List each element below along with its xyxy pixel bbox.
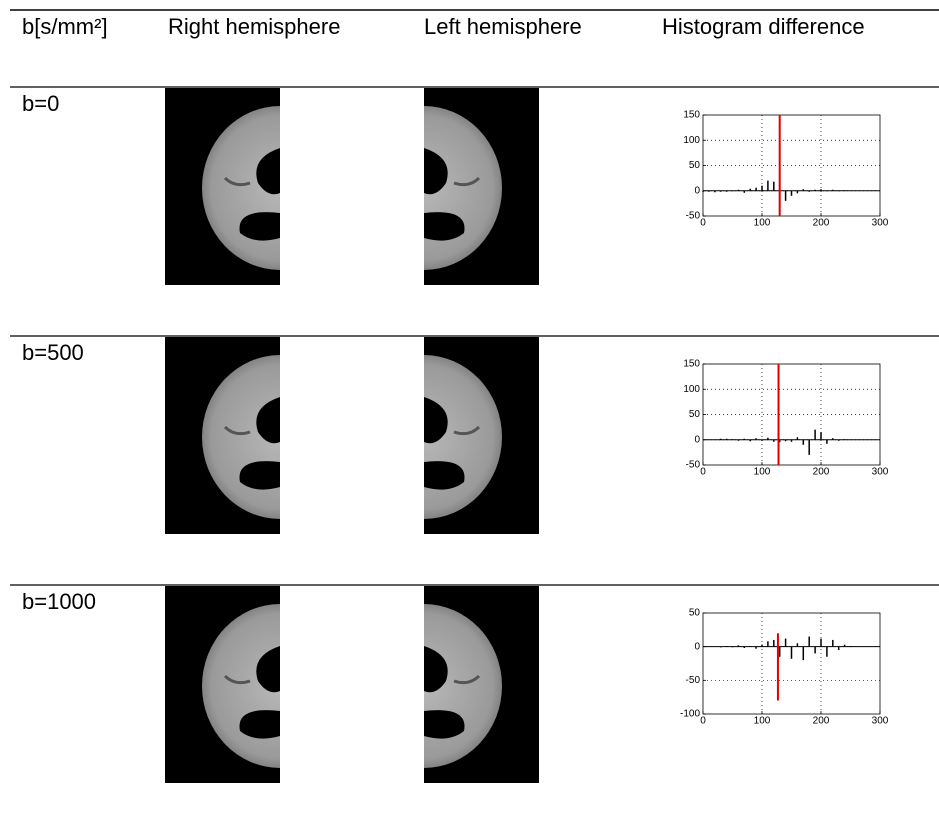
column-header: Right hemisphere bbox=[168, 14, 340, 39]
brain bbox=[424, 106, 502, 270]
y-tick-label: 50 bbox=[689, 160, 701, 171]
y-tick-label: 150 bbox=[683, 359, 700, 370]
row-label: b=1000 bbox=[22, 589, 96, 614]
x-tick-label: 0 bbox=[700, 467, 706, 478]
x-tick-label: 200 bbox=[813, 218, 830, 229]
y-tick-label: -50 bbox=[686, 211, 701, 222]
y-tick-label: 0 bbox=[694, 434, 700, 445]
ventricle bbox=[239, 461, 280, 490]
left-hemisphere-image bbox=[424, 337, 539, 534]
left-hemisphere-image bbox=[424, 586, 539, 783]
right-hemisphere-image bbox=[165, 337, 280, 534]
x-tick-label: 300 bbox=[872, 716, 889, 727]
sulcus bbox=[223, 425, 251, 436]
y-tick-label: 100 bbox=[683, 135, 700, 146]
sulcus bbox=[223, 176, 251, 187]
ventricle bbox=[424, 148, 448, 195]
column-header: Histogram difference bbox=[662, 14, 865, 39]
x-tick-label: 100 bbox=[754, 218, 771, 229]
sulcus bbox=[453, 425, 481, 436]
x-tick-label: 0 bbox=[700, 218, 706, 229]
ventricle bbox=[424, 212, 465, 241]
column-header: Left hemisphere bbox=[424, 14, 582, 39]
row-label: b=500 bbox=[22, 340, 84, 365]
ventricle bbox=[424, 461, 465, 490]
ventricle bbox=[424, 397, 448, 444]
brain bbox=[202, 355, 280, 519]
y-tick-label: 0 bbox=[694, 185, 700, 196]
right-hemisphere-image bbox=[165, 88, 280, 285]
y-tick-label: 100 bbox=[683, 384, 700, 395]
y-tick-label: -50 bbox=[686, 460, 701, 471]
plot-area bbox=[702, 612, 881, 715]
ventricle bbox=[239, 212, 280, 241]
x-tick-label: 100 bbox=[754, 467, 771, 478]
ventricle bbox=[424, 646, 448, 693]
y-tick-label: 50 bbox=[689, 608, 701, 619]
y-tick-label: 150 bbox=[683, 110, 700, 121]
y-tick-label: -50 bbox=[686, 675, 701, 686]
brain bbox=[202, 604, 280, 768]
x-tick-label: 100 bbox=[754, 716, 771, 727]
x-tick-label: 300 bbox=[872, 218, 889, 229]
brain bbox=[202, 106, 280, 270]
x-tick-label: 200 bbox=[813, 716, 830, 727]
left-hemisphere-image bbox=[424, 88, 539, 285]
ventricle bbox=[424, 710, 465, 739]
x-tick-label: 300 bbox=[872, 467, 889, 478]
row-label: b=0 bbox=[22, 91, 59, 116]
ventricle bbox=[256, 646, 280, 693]
brain bbox=[424, 604, 502, 768]
y-tick-label: 50 bbox=[689, 409, 701, 420]
y-tick-label: 0 bbox=[694, 641, 700, 652]
ventricle bbox=[239, 710, 280, 739]
histogram-chart: 0 100 200 300 -100 -50 0 50 bbox=[680, 608, 889, 727]
sulcus bbox=[453, 176, 481, 187]
x-tick-label: 200 bbox=[813, 467, 830, 478]
ventricle bbox=[256, 397, 280, 444]
right-hemisphere-image bbox=[165, 586, 280, 783]
sulcus bbox=[453, 674, 481, 685]
x-tick-label: 0 bbox=[700, 716, 706, 727]
column-header: b[s/mm²] bbox=[22, 14, 108, 39]
ventricle bbox=[256, 148, 280, 195]
brain bbox=[424, 355, 502, 519]
y-tick-label: -100 bbox=[680, 709, 700, 720]
sulcus bbox=[223, 674, 251, 685]
